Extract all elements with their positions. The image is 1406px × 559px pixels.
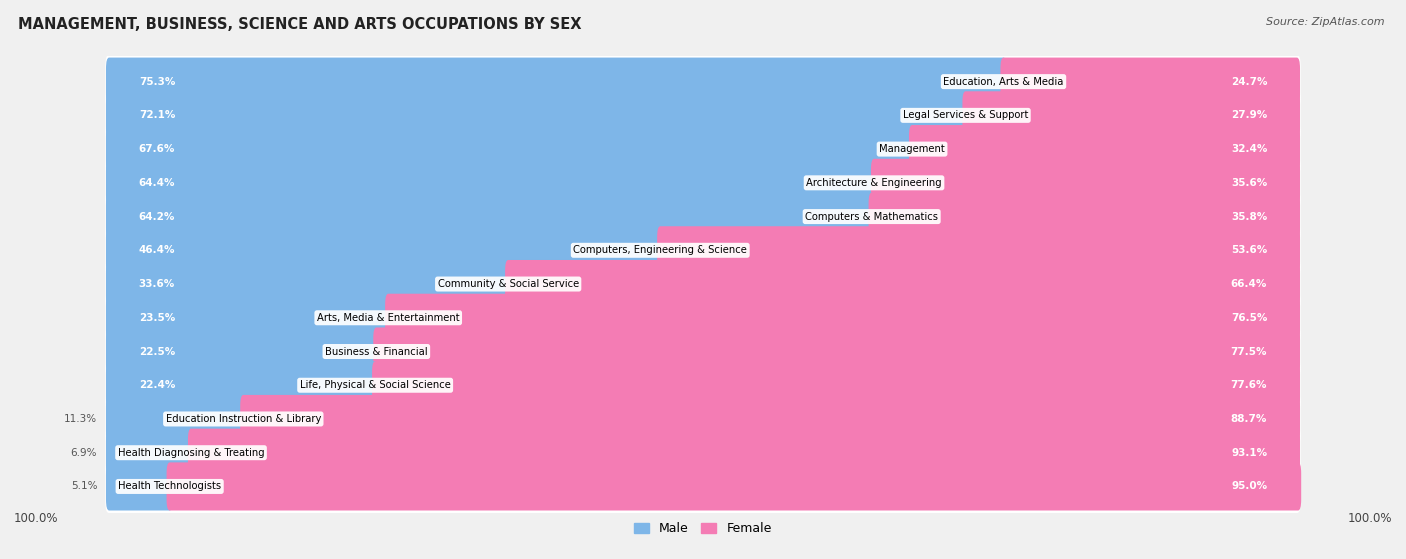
FancyBboxPatch shape [385,293,1301,342]
Text: 76.5%: 76.5% [1230,313,1267,323]
Text: 77.6%: 77.6% [1230,380,1267,390]
Text: 72.1%: 72.1% [139,110,176,120]
FancyBboxPatch shape [105,328,380,376]
FancyBboxPatch shape [105,89,1301,142]
Text: 22.5%: 22.5% [139,347,174,357]
FancyBboxPatch shape [105,325,1301,378]
FancyBboxPatch shape [105,58,1007,106]
Text: 93.1%: 93.1% [1232,448,1267,458]
Legend: Male, Female: Male, Female [630,517,776,540]
Text: Computers, Engineering & Science: Computers, Engineering & Science [574,245,747,255]
Text: 95.0%: 95.0% [1232,481,1267,491]
FancyBboxPatch shape [105,260,512,308]
FancyBboxPatch shape [105,55,1301,108]
Text: Management: Management [879,144,945,154]
FancyBboxPatch shape [240,395,1301,443]
Text: Health Technologists: Health Technologists [118,481,221,491]
FancyBboxPatch shape [105,157,1301,210]
FancyBboxPatch shape [908,125,1301,173]
Text: 35.6%: 35.6% [1232,178,1267,188]
Text: 88.7%: 88.7% [1230,414,1267,424]
FancyBboxPatch shape [105,91,969,139]
Text: 23.5%: 23.5% [139,313,174,323]
FancyBboxPatch shape [657,226,1301,274]
Text: 33.6%: 33.6% [139,279,174,289]
Text: 5.1%: 5.1% [70,481,97,491]
FancyBboxPatch shape [105,122,1301,176]
Text: Education Instruction & Library: Education Instruction & Library [166,414,321,424]
FancyBboxPatch shape [105,226,664,274]
Text: 67.6%: 67.6% [139,144,176,154]
FancyBboxPatch shape [105,392,1301,446]
FancyBboxPatch shape [105,125,915,173]
Text: 6.9%: 6.9% [70,448,97,458]
FancyBboxPatch shape [166,462,1301,510]
FancyBboxPatch shape [105,426,1301,479]
Text: Business & Financial: Business & Financial [325,347,427,357]
Text: Legal Services & Support: Legal Services & Support [903,110,1028,120]
Text: Life, Physical & Social Science: Life, Physical & Social Science [299,380,450,390]
Text: 77.5%: 77.5% [1230,347,1267,357]
Text: 35.8%: 35.8% [1232,211,1267,221]
Text: Community & Social Service: Community & Social Service [437,279,579,289]
FancyBboxPatch shape [1001,58,1301,106]
FancyBboxPatch shape [373,328,1301,376]
Text: 22.4%: 22.4% [139,380,176,390]
Text: 75.3%: 75.3% [139,77,176,87]
Text: 32.4%: 32.4% [1230,144,1267,154]
FancyBboxPatch shape [105,395,246,443]
FancyBboxPatch shape [105,460,1301,513]
FancyBboxPatch shape [188,429,1301,477]
FancyBboxPatch shape [105,359,1301,412]
Text: Education, Arts & Media: Education, Arts & Media [943,77,1064,87]
FancyBboxPatch shape [105,192,875,240]
Text: Arts, Media & Entertainment: Arts, Media & Entertainment [316,313,460,323]
Text: 64.4%: 64.4% [139,178,176,188]
Text: 100.0%: 100.0% [14,512,59,525]
Text: 53.6%: 53.6% [1232,245,1267,255]
FancyBboxPatch shape [105,462,173,510]
FancyBboxPatch shape [869,192,1301,240]
Text: MANAGEMENT, BUSINESS, SCIENCE AND ARTS OCCUPATIONS BY SEX: MANAGEMENT, BUSINESS, SCIENCE AND ARTS O… [18,17,582,32]
Text: Computers & Mathematics: Computers & Mathematics [806,211,938,221]
Text: Architecture & Engineering: Architecture & Engineering [806,178,942,188]
FancyBboxPatch shape [105,258,1301,311]
FancyBboxPatch shape [105,361,378,409]
Text: 46.4%: 46.4% [139,245,176,255]
FancyBboxPatch shape [105,190,1301,243]
FancyBboxPatch shape [105,224,1301,277]
FancyBboxPatch shape [105,293,391,342]
Text: 24.7%: 24.7% [1230,77,1267,87]
Text: 100.0%: 100.0% [1347,512,1392,525]
FancyBboxPatch shape [505,260,1301,308]
FancyBboxPatch shape [963,91,1301,139]
FancyBboxPatch shape [105,429,194,477]
Text: 27.9%: 27.9% [1232,110,1267,120]
Text: 66.4%: 66.4% [1230,279,1267,289]
Text: Health Diagnosing & Treating: Health Diagnosing & Treating [118,448,264,458]
Text: 64.2%: 64.2% [139,211,176,221]
FancyBboxPatch shape [105,291,1301,344]
FancyBboxPatch shape [870,159,1301,207]
FancyBboxPatch shape [105,159,877,207]
Text: Source: ZipAtlas.com: Source: ZipAtlas.com [1267,17,1385,27]
FancyBboxPatch shape [373,361,1301,409]
Text: 11.3%: 11.3% [65,414,97,424]
